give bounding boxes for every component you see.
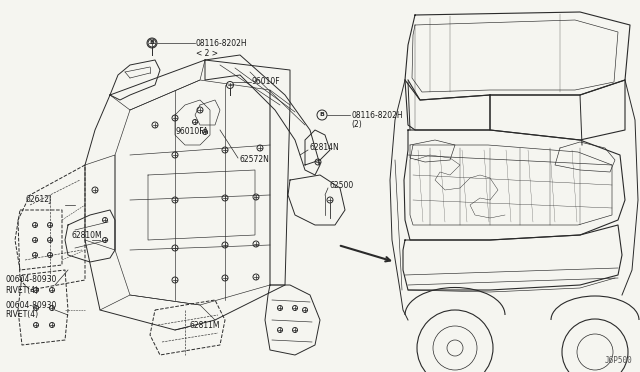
Text: 96010F: 96010F	[252, 77, 280, 87]
Text: 62814N: 62814N	[310, 144, 340, 153]
Text: 96010FA: 96010FA	[175, 128, 208, 137]
Text: 62612J: 62612J	[25, 196, 51, 205]
Text: 00604-80930: 00604-80930	[5, 276, 56, 285]
Text: 62811M: 62811M	[190, 321, 221, 330]
Text: B: B	[150, 41, 154, 45]
Text: 62810M: 62810M	[72, 231, 102, 240]
Text: RIVET(4): RIVET(4)	[5, 311, 38, 320]
Text: 62500: 62500	[330, 180, 355, 189]
Text: 08116-8202H: 08116-8202H	[196, 38, 248, 48]
Text: J6P500: J6P500	[604, 356, 632, 365]
Text: 00604-80930: 00604-80930	[5, 301, 56, 310]
Text: 08116-8202H: 08116-8202H	[351, 110, 403, 119]
Text: (2): (2)	[351, 119, 362, 128]
Text: B: B	[319, 112, 324, 118]
Text: 62572N: 62572N	[240, 155, 270, 164]
Text: RIVET(4): RIVET(4)	[5, 285, 38, 295]
Text: < 2 >: < 2 >	[196, 48, 218, 58]
